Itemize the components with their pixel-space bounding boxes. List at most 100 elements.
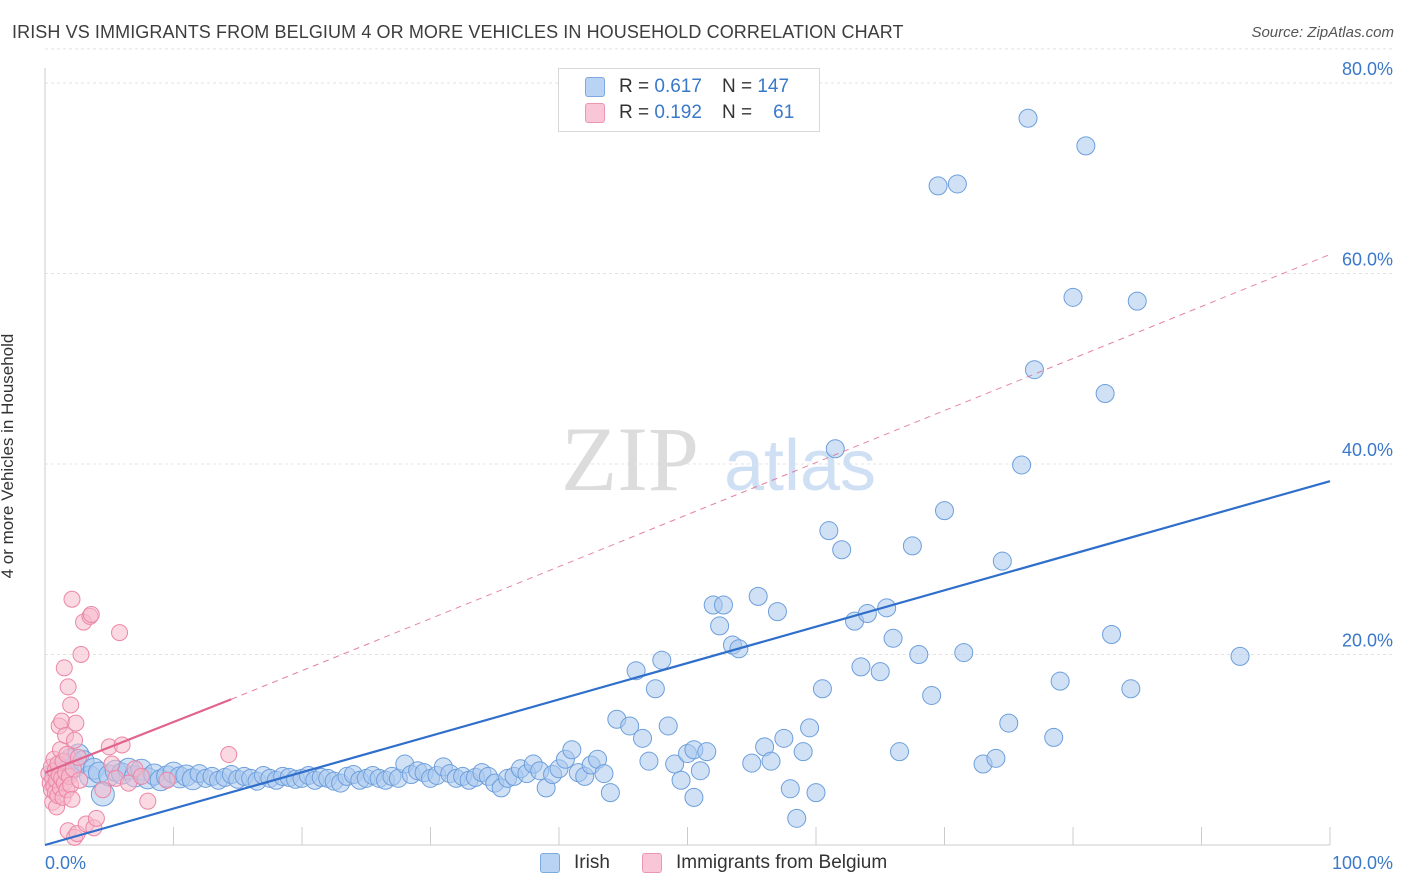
irish-point [652, 650, 672, 670]
trendlines [44, 253, 1331, 847]
belgium-point [87, 809, 105, 827]
irish-point [645, 679, 665, 699]
legend-row-belgium: R = 0.192 N = 61 [585, 101, 794, 125]
belgium-point [63, 590, 81, 608]
stats-legend: R = 0.617 N = 147 R = 0.192 N = 61 [558, 68, 820, 132]
irish-point [1230, 646, 1250, 666]
bottom-legend: Irish Immigrants from Belgium [0, 852, 1406, 878]
source-label: Source: ZipAtlas.com [1251, 24, 1394, 41]
irish-point [639, 751, 659, 771]
irish-point [1121, 679, 1141, 699]
irish-point [684, 787, 704, 807]
belgium-point [132, 767, 150, 785]
grid-lines [45, 48, 1394, 655]
belgium-point [111, 624, 129, 642]
legend-row-irish: R = 0.617 N = 147 [585, 75, 789, 99]
irish-point [697, 742, 717, 762]
irish-point [748, 586, 768, 606]
y-tick-label-60: 60.0% [1342, 250, 1393, 270]
watermark-zip: ZIP [561, 408, 699, 510]
irish-point [600, 783, 620, 803]
belgium-n-label: N = [721, 102, 753, 123]
irish-point [742, 753, 762, 773]
irish-swatch [585, 77, 605, 97]
irish-point [1076, 136, 1096, 156]
irish-point [986, 748, 1006, 768]
irish-point [620, 716, 640, 736]
irish-point [909, 645, 929, 664]
irish-point [1050, 671, 1070, 691]
irish-point [806, 783, 826, 803]
irish-point [954, 643, 974, 663]
irish-point [1063, 287, 1083, 307]
irish-point [851, 657, 871, 677]
axes [44, 68, 1331, 846]
watermark-atlas: atlas [724, 426, 876, 506]
irish-point [710, 616, 730, 636]
irish-point [935, 501, 954, 521]
belgium-point [62, 696, 80, 714]
irish-point [825, 439, 845, 459]
belgium-r-label: R = [619, 102, 650, 123]
irish-point [890, 742, 910, 762]
irish-point [761, 751, 781, 771]
irish-point [665, 754, 685, 774]
belgium-points [40, 590, 238, 846]
irish-point [767, 602, 787, 622]
irish-r-value: 0.617 [654, 76, 702, 97]
belgium-point [103, 755, 121, 773]
irish-point [1127, 291, 1147, 311]
irish-point [832, 540, 852, 560]
belgium-point [59, 678, 77, 696]
y-tick-label-40: 40.0% [1342, 440, 1393, 460]
y-tick-label-80: 80.0% [1342, 59, 1393, 79]
belgium-point [158, 771, 176, 789]
belgium-point [139, 792, 157, 810]
bottom-legend-belgium: Immigrants from Belgium [642, 852, 887, 874]
irish-n-label: N = [721, 76, 753, 97]
belgium-point [55, 659, 73, 677]
belgium-point [82, 605, 100, 623]
irish-r-label: R = [619, 76, 650, 97]
y-tick-label-20: 20.0% [1342, 631, 1393, 651]
chart-title: IRISH VS IMMIGRANTS FROM BELGIUM 4 OR MO… [12, 22, 904, 42]
irish-point [713, 595, 733, 615]
bottom-legend-irish: Irish [540, 852, 610, 874]
irish-point [922, 685, 942, 705]
bottom-belgium-swatch [642, 853, 662, 873]
bottom-irish-label: Irish [574, 852, 610, 873]
belgium-trendline [44, 698, 232, 774]
tick-labels: 20.0% 40.0% 60.0% 80.0% 0.0% 100.0% [45, 59, 1393, 873]
irish-point [883, 628, 903, 648]
irish-point [774, 728, 794, 748]
irish-point [658, 716, 678, 736]
irish-point [626, 661, 646, 681]
irish-point [819, 521, 839, 541]
irish-point [902, 536, 922, 556]
belgium-point [94, 781, 112, 799]
irish-point [1024, 360, 1044, 380]
x-tick-label-100: 100.0% [1332, 853, 1393, 873]
belgium-point [66, 731, 84, 749]
belgium-swatch [585, 103, 605, 123]
irish-point [690, 761, 710, 781]
irish-point [999, 713, 1019, 733]
irish-point [947, 174, 967, 194]
belgium-n-value: 61 [773, 102, 795, 123]
irish-trendline [44, 480, 1331, 847]
belgium-r-value: 0.192 [654, 102, 702, 123]
belgium-point [72, 646, 90, 663]
irish-point [928, 176, 948, 196]
belgium-point [71, 771, 89, 789]
irish-point [780, 779, 800, 799]
irish-point [877, 598, 897, 618]
irish-point [787, 808, 807, 828]
belgium-trendline-extension [231, 253, 1331, 700]
belgium-point [63, 790, 81, 808]
irish-point [992, 551, 1012, 571]
irish-point [793, 742, 813, 762]
bottom-belgium-label: Immigrants from Belgium [676, 852, 888, 873]
irish-point [1018, 108, 1038, 128]
belgium-point [53, 712, 71, 730]
